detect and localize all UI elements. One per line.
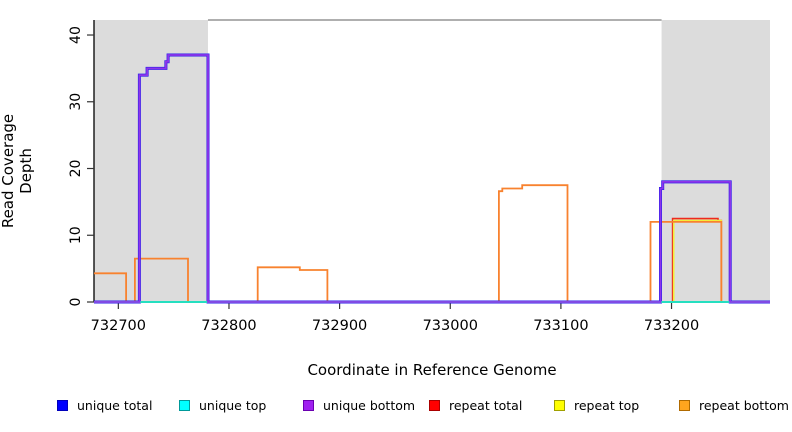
repeat-total-swatch-icon (429, 399, 440, 411)
x-axis-title: Coordinate in Reference Genome (307, 361, 557, 379)
y-tick-label: 10 (68, 226, 84, 244)
y-tick-label: 20 (68, 160, 84, 178)
x-tick-label: 732900 (312, 318, 367, 334)
x-tick-label: 732700 (91, 318, 146, 334)
legend-item-repeat-top: repeat top (554, 396, 639, 414)
y-tick-label: 0 (68, 298, 84, 307)
x-tick-label: 733100 (533, 318, 588, 334)
y-tick-label: 40 (68, 26, 84, 44)
repeat-bottom-swatch-icon (679, 399, 690, 411)
legend-item-repeat-bottom: repeat bottom (679, 396, 789, 414)
unique-total-swatch-icon (57, 399, 68, 411)
legend-item-repeat-total: repeat total (429, 396, 522, 414)
legend-item-unique-top: unique top (179, 396, 266, 414)
repeat-top-swatch-icon (554, 399, 565, 411)
shaded-region (661, 20, 770, 302)
unique-bottom-swatch-icon (303, 399, 314, 411)
shaded-region (94, 20, 208, 302)
legend-item-unique-bottom: unique bottom (303, 396, 415, 414)
x-tick-label: 732800 (201, 318, 256, 334)
x-tick-label: 733000 (423, 318, 478, 334)
legend: unique total unique top unique bottom re… (0, 396, 792, 418)
y-tick-label: 30 (68, 93, 84, 111)
y-axis-title: Read Coverage Depth (0, 113, 35, 229)
x-tick-label: 733200 (644, 318, 699, 334)
unique-top-swatch-icon (179, 399, 190, 411)
series-unique-bottom (94, 54, 770, 303)
legend-item-unique-total: unique total (57, 396, 152, 414)
